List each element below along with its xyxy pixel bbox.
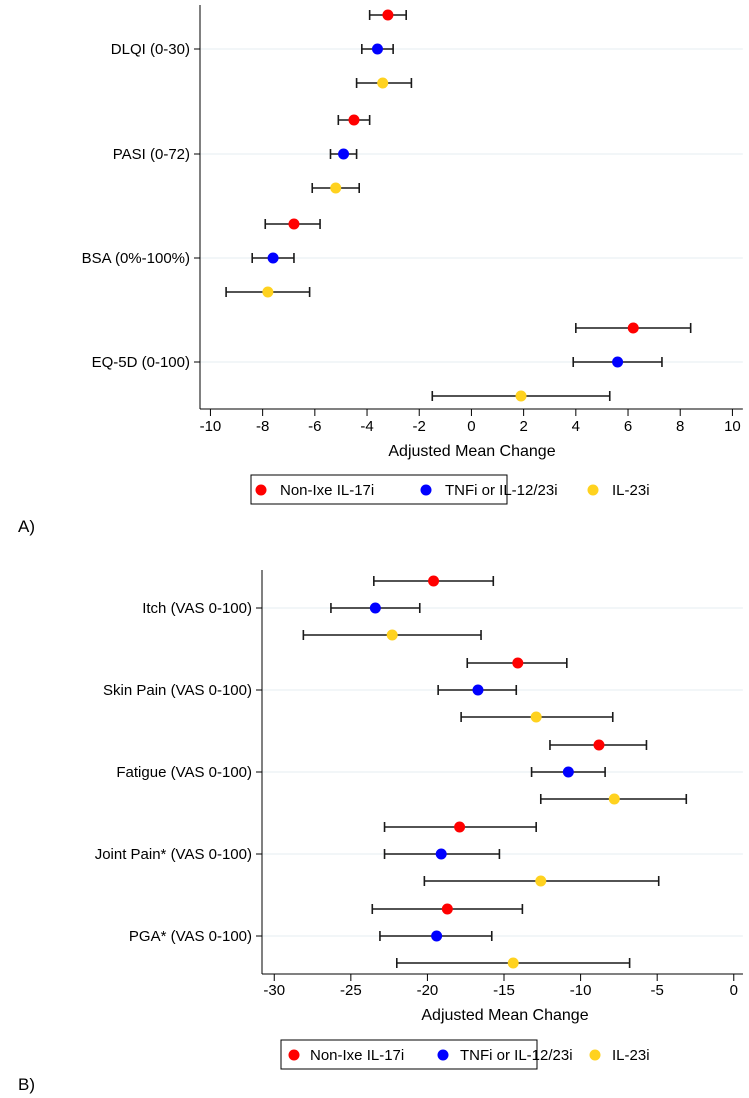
x-tick-label: 0: [467, 418, 475, 435]
point-tnfi-or-il-12-23i: [369, 602, 381, 614]
legend-marker: [437, 1049, 449, 1061]
x-axis-title: Adjusted Mean Change: [388, 443, 555, 460]
x-tick-label: -8: [256, 418, 269, 435]
x-tick-label: -10: [200, 418, 222, 435]
x-tick-label: -6: [308, 418, 321, 435]
legend-label: TNFi or IL-12/23i: [445, 482, 558, 499]
point-il-23i: [377, 77, 389, 89]
point-tnfi-or-il-12-23i: [267, 252, 279, 264]
legend: Non-Ixe IL-17i TNFi or IL-12/23i IL-23i: [280, 1039, 650, 1070]
x-tick-label: 10: [724, 418, 741, 435]
legend-label: Non-Ixe IL-17i: [280, 482, 374, 499]
point-non-ixe-il-17i: [288, 218, 300, 230]
x-tick-label: -25: [340, 982, 362, 999]
point-tnfi-or-il-12-23i: [562, 766, 574, 778]
x-tick-label: -15: [493, 982, 515, 999]
category-label: PGA* (VAS 0-100): [129, 928, 252, 945]
legend-marker: [589, 1049, 601, 1061]
panel-label: B): [18, 1075, 35, 1094]
legend-label: TNFi or IL-12/23i: [460, 1047, 573, 1064]
point-non-ixe-il-17i: [512, 657, 524, 669]
panel-a: DLQI (0-30) PASI (0-72) BSA (0%-100%) EQ-5D…: [18, 5, 743, 536]
x-tick-label: -20: [417, 982, 439, 999]
point-non-ixe-il-17i: [441, 903, 453, 915]
x-axis-title: Adjusted Mean Change: [421, 1007, 588, 1024]
point-il-23i: [507, 957, 519, 969]
category-label: BSA (0%-100%): [82, 250, 190, 267]
x-tick-label: 4: [572, 418, 580, 435]
point-il-23i: [535, 875, 547, 887]
point-il-23i: [330, 182, 342, 194]
point-non-ixe-il-17i: [428, 575, 440, 587]
point-tnfi-or-il-12-23i: [338, 148, 350, 160]
x-tick-label: 8: [676, 418, 684, 435]
x-tick-label: -30: [263, 982, 285, 999]
legend-marker: [255, 484, 267, 496]
legend-box: [250, 474, 508, 505]
point-tnfi-or-il-12-23i: [472, 684, 484, 696]
x-tick-label: -5: [651, 982, 664, 999]
point-il-23i: [608, 793, 620, 805]
legend-label: IL-23i: [612, 1047, 650, 1064]
category-label: DLQI (0-30): [111, 41, 190, 58]
point-il-23i: [515, 390, 527, 402]
category-label: Itch (VAS 0-100): [142, 600, 252, 617]
panel-label: A): [18, 517, 35, 536]
panel-b: Itch (VAS 0-100) Skin Pain (VAS 0-100) Fat…: [18, 570, 743, 1094]
x-tick-label: 6: [624, 418, 632, 435]
x-tick-label: -2: [413, 418, 426, 435]
x-tick-label: 2: [519, 418, 527, 435]
x-tick-label: -4: [360, 418, 373, 435]
category-label: EQ-5D (0-100): [92, 354, 190, 371]
legend-marker: [288, 1049, 300, 1061]
point-tnfi-or-il-12-23i: [431, 930, 443, 942]
point-il-23i: [386, 629, 398, 641]
x-tick-label: -10: [570, 982, 592, 999]
point-non-ixe-il-17i: [382, 9, 394, 21]
point-il-23i: [262, 286, 274, 298]
point-non-ixe-il-17i: [348, 114, 360, 126]
legend-marker: [587, 484, 599, 496]
legend-label: Non-Ixe IL-17i: [310, 1047, 404, 1064]
point-tnfi-or-il-12-23i: [371, 43, 383, 55]
category-label: PASI (0-72): [113, 146, 190, 163]
point-il-23i: [530, 711, 542, 723]
category-label: Skin Pain (VAS 0-100): [103, 682, 252, 699]
point-tnfi-or-il-12-23i: [435, 848, 447, 860]
point-non-ixe-il-17i: [627, 322, 639, 334]
legend-label: IL-23i: [612, 482, 650, 499]
point-tnfi-or-il-12-23i: [612, 356, 624, 368]
legend: Non-Ixe IL-17i TNFi or IL-12/23i IL-23i: [250, 474, 650, 505]
legend-marker: [420, 484, 432, 496]
legend-box: [280, 1039, 538, 1070]
x-tick-label: 0: [730, 982, 738, 999]
point-non-ixe-il-17i: [593, 739, 605, 751]
category-label: Fatigue (VAS 0-100): [116, 764, 252, 781]
category-label: Joint Pain* (VAS 0-100): [95, 846, 252, 863]
point-non-ixe-il-17i: [454, 821, 466, 833]
